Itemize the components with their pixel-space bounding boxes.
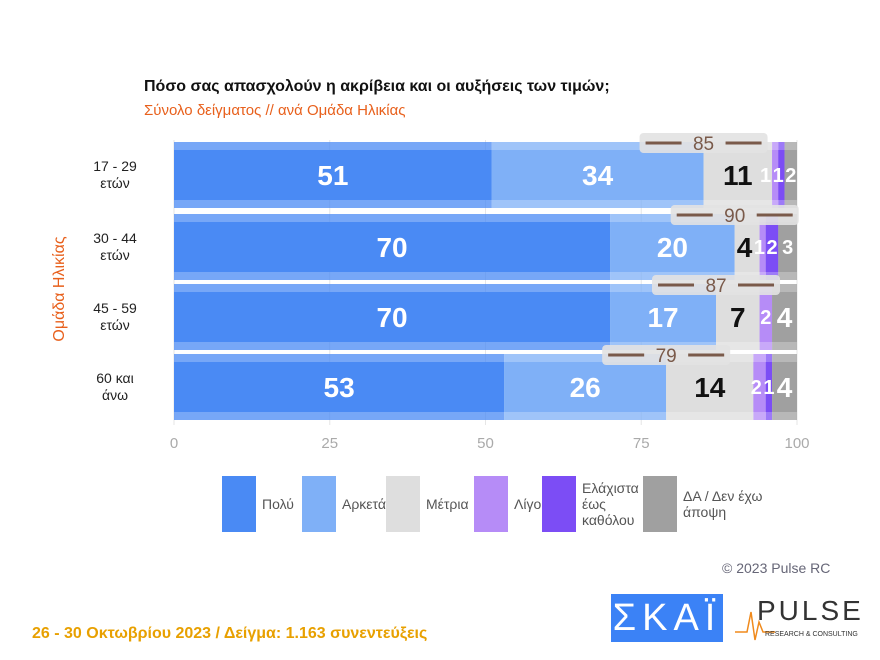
bar-segment bbox=[174, 222, 611, 272]
row-label-line: 45 - 59 bbox=[93, 300, 137, 316]
row-label: 45 - 59 ετών bbox=[80, 300, 150, 334]
chart-subtitle: Σύνολο δείγματος // ανά Ομάδα Ηλικίας bbox=[144, 102, 406, 119]
legend-swatch bbox=[302, 476, 336, 532]
bar-segment bbox=[174, 292, 611, 342]
data-label: 70 bbox=[376, 302, 407, 333]
survey-footer: 26 - 30 Οκτωβρίου 2023 / Δείγμα: 1.163 σ… bbox=[32, 625, 428, 642]
skai-logo: ΣΚΑΪ bbox=[611, 594, 723, 642]
bar-segment bbox=[772, 362, 797, 412]
row-label: 17 - 29 ετών bbox=[80, 158, 150, 192]
legend-swatch bbox=[386, 476, 420, 532]
legend-label: Λίγο bbox=[514, 496, 542, 512]
data-label: 11 bbox=[723, 160, 753, 191]
row-label-line: ετών bbox=[100, 175, 130, 191]
bar-segment bbox=[759, 222, 766, 272]
total-label: 87 bbox=[705, 276, 726, 297]
data-label: 51 bbox=[317, 160, 348, 191]
bar-segment bbox=[703, 150, 773, 200]
bar-segment bbox=[610, 222, 735, 272]
bar-segment bbox=[174, 362, 505, 412]
legend-item: Λίγο bbox=[474, 476, 542, 532]
legend-item: Μέτρια bbox=[386, 476, 469, 532]
row-label-line: ετών bbox=[100, 247, 130, 263]
data-label: 4 bbox=[777, 372, 793, 403]
legend-item: Ελάχιστα έως καθόλου bbox=[542, 476, 642, 532]
data-label: 7 bbox=[730, 302, 746, 333]
bar-segment bbox=[784, 150, 797, 200]
legend-swatch bbox=[474, 476, 508, 532]
pulse-logo: PULSE RESEARCH & CONSULTING bbox=[735, 595, 864, 641]
data-label: 70 bbox=[376, 232, 407, 263]
data-label: 1 bbox=[754, 237, 765, 259]
data-label: 17 bbox=[647, 302, 678, 333]
x-tick-label: 25 bbox=[321, 435, 338, 452]
bar-segment bbox=[772, 292, 797, 342]
data-label: 20 bbox=[657, 232, 688, 263]
data-label: 3 bbox=[782, 237, 793, 259]
bar-segment bbox=[765, 362, 773, 412]
bar-segment bbox=[778, 150, 785, 200]
row-label-line: 60 και bbox=[96, 370, 134, 386]
legend-label: Ελάχιστα έως καθόλου bbox=[582, 480, 639, 528]
data-label: 34 bbox=[582, 160, 614, 191]
data-label: 2 bbox=[751, 377, 762, 399]
bar-segment bbox=[765, 222, 779, 272]
x-tick-label: 0 bbox=[170, 435, 178, 452]
data-label: 2 bbox=[785, 165, 796, 187]
bar-segment bbox=[491, 150, 704, 200]
data-label: 1 bbox=[773, 165, 784, 187]
bar-segment bbox=[610, 292, 717, 342]
bar-segment bbox=[504, 362, 667, 412]
total-label: 79 bbox=[656, 346, 677, 367]
total-label-bg bbox=[670, 205, 799, 225]
data-label: 2 bbox=[760, 307, 771, 329]
total-label-bg bbox=[639, 133, 768, 153]
row-label: 60 και άνω bbox=[80, 370, 150, 404]
legend-item: Πολύ bbox=[222, 476, 294, 532]
data-label: 2 bbox=[767, 237, 778, 259]
svg-text:PULSE: PULSE bbox=[757, 595, 864, 626]
x-tick-label: 50 bbox=[477, 435, 494, 452]
bar-segment bbox=[753, 362, 766, 412]
total-label-bg bbox=[652, 275, 781, 295]
data-label: 4 bbox=[777, 302, 793, 333]
bar-segment bbox=[666, 362, 754, 412]
data-label: 53 bbox=[324, 372, 355, 403]
data-label: 4 bbox=[737, 232, 753, 263]
copyright: © 2023 Pulse RC bbox=[722, 560, 831, 576]
total-label: 90 bbox=[724, 206, 745, 227]
svg-text:RESEARCH & CONSULTING: RESEARCH & CONSULTING bbox=[765, 631, 858, 638]
bar-segment bbox=[778, 222, 797, 272]
x-tick-label: 75 bbox=[633, 435, 650, 452]
legend-swatch bbox=[643, 476, 677, 532]
row-label-line: 17 - 29 bbox=[93, 158, 137, 174]
legend-swatch bbox=[542, 476, 576, 532]
data-label: 1 bbox=[763, 377, 774, 399]
row-label-line: 30 - 44 bbox=[93, 230, 137, 246]
legend-label: Μέτρια bbox=[426, 496, 469, 512]
row-label-line: άνω bbox=[101, 387, 129, 403]
bar-segment bbox=[734, 222, 760, 272]
data-label: 1 bbox=[760, 165, 771, 187]
legend-swatch bbox=[222, 476, 256, 532]
legend-item: ΔΑ / Δεν έχω άποψη bbox=[643, 476, 763, 532]
x-tick-label: 100 bbox=[784, 435, 809, 452]
chart-title: Πόσο σας απασχολούν η ακρίβεια και οι αυ… bbox=[144, 78, 610, 95]
total-label: 85 bbox=[693, 134, 714, 155]
bar-segment bbox=[174, 150, 492, 200]
legend-item: Αρκετά bbox=[302, 476, 386, 532]
legend-label: Πολύ bbox=[262, 496, 294, 512]
row-label: 30 - 44 ετών bbox=[80, 230, 150, 264]
bar-segment bbox=[772, 150, 779, 200]
bar-segment bbox=[716, 292, 760, 342]
data-label: 26 bbox=[570, 372, 601, 403]
legend-label: Αρκετά bbox=[342, 496, 386, 512]
row-label-line: ετών bbox=[100, 317, 130, 333]
total-label-bg bbox=[602, 345, 731, 365]
bar-segment bbox=[759, 292, 773, 342]
legend-label: ΔΑ / Δεν έχω άποψη bbox=[683, 488, 763, 520]
data-label: 14 bbox=[694, 372, 726, 403]
